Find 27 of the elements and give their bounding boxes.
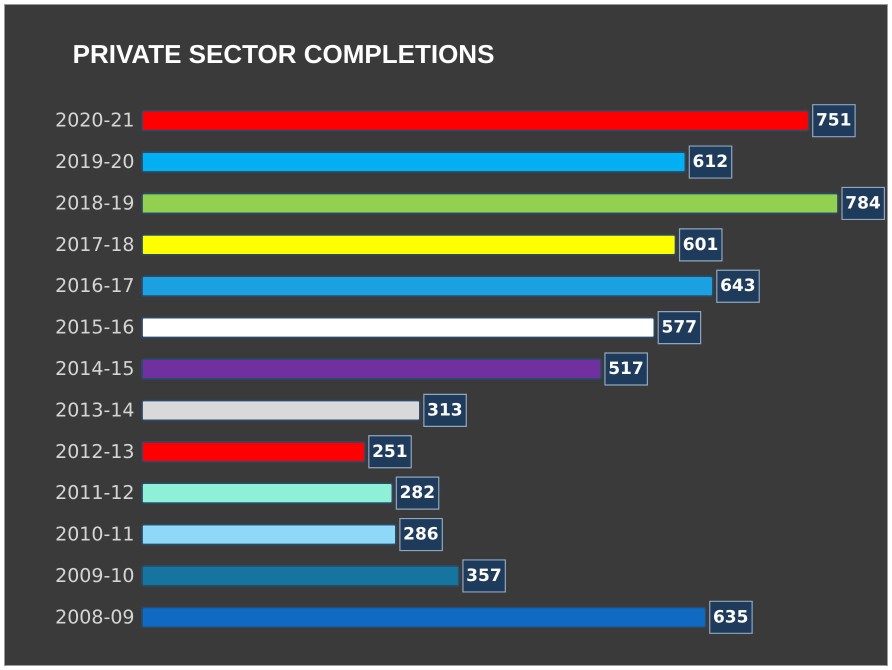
y-tick-label: 2011-12 bbox=[55, 482, 134, 504]
data-label: 751 bbox=[816, 110, 852, 131]
y-tick-label: 2009-10 bbox=[55, 564, 134, 587]
data-label: 635 bbox=[712, 607, 748, 628]
data-label: 577 bbox=[661, 318, 697, 338]
data-label: 357 bbox=[466, 566, 502, 586]
y-tick-label: 2016-17 bbox=[55, 275, 134, 298]
y-tick-label: 2019-20 bbox=[55, 151, 134, 174]
data-label: 612 bbox=[692, 152, 728, 172]
y-tick-label: 2012-13 bbox=[55, 440, 134, 463]
y-tick-label: 2018-19 bbox=[55, 192, 134, 214]
y-tick-label: 2013-14 bbox=[55, 399, 134, 422]
data-label: 286 bbox=[403, 524, 439, 545]
y-tick-label: 2015-16 bbox=[55, 316, 134, 339]
data-label: 643 bbox=[720, 276, 756, 296]
data-label: 313 bbox=[427, 400, 463, 420]
y-tick-label: 2020-21 bbox=[55, 110, 134, 132]
y-tick-label: 2008-09 bbox=[55, 606, 134, 628]
data-label: 251 bbox=[372, 442, 408, 462]
y-tick-label: 2010-11 bbox=[55, 524, 134, 546]
y-tick-label: 2014-15 bbox=[55, 358, 134, 380]
y-tick-label: 2017-18 bbox=[55, 234, 134, 256]
data-label: 282 bbox=[400, 483, 436, 504]
data-label: 601 bbox=[682, 234, 718, 255]
data-label: 784 bbox=[845, 193, 881, 214]
chart-title: PRIVATE SECTOR COMPLETIONS bbox=[72, 39, 494, 69]
data-label: 517 bbox=[608, 359, 644, 379]
